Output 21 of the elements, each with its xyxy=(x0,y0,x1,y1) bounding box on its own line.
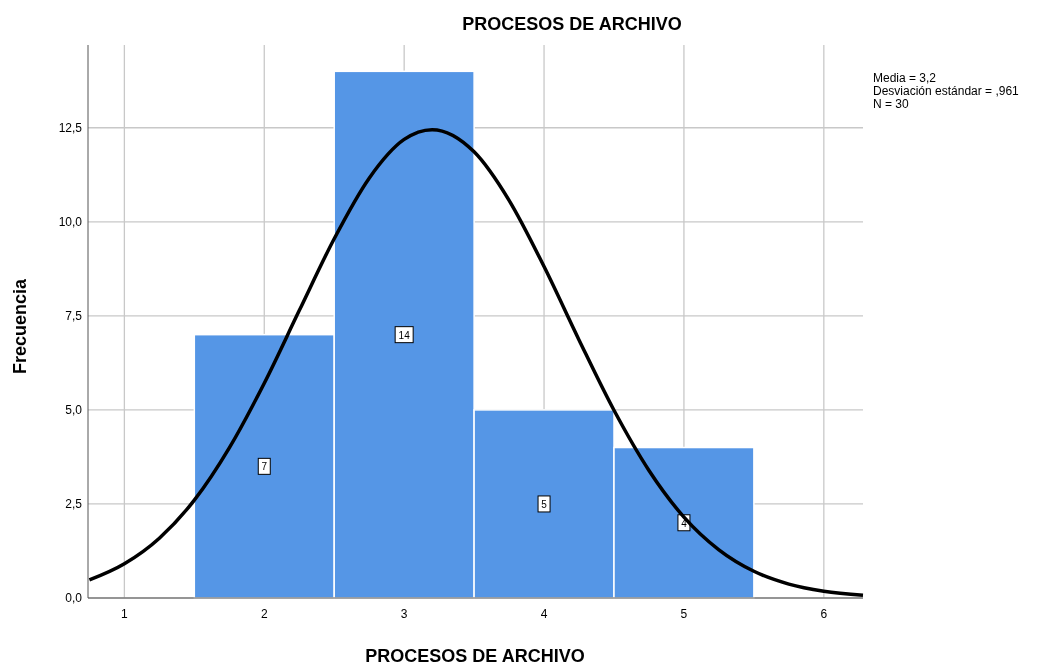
text: Desviación estándar = ,961 xyxy=(873,84,1020,98)
y-tick-label: 0,0 xyxy=(65,591,83,605)
x-axis-title: PROCESOS DE ARCHIVO xyxy=(365,646,585,666)
text: N = 30 xyxy=(873,97,910,111)
x-tick-label: 2 xyxy=(260,607,268,621)
data-label: 7 xyxy=(261,461,268,473)
data-label: 5 xyxy=(541,498,548,510)
x-tick-label: 3 xyxy=(400,607,408,621)
x-tick-label: 6 xyxy=(820,607,828,621)
y-tick-label: 2,5 xyxy=(65,496,83,511)
x-tick-label: 1 xyxy=(121,607,129,621)
text: Media = 3,2 xyxy=(873,71,937,85)
y-tick-label: 12,5 xyxy=(58,120,83,135)
data-label: 14 xyxy=(398,329,411,341)
y-axis-title: Frecuencia xyxy=(10,277,30,375)
x-tick-label: 4 xyxy=(540,607,548,621)
y-tick-label: 7,5 xyxy=(65,308,83,323)
y-tick-label: 5,0 xyxy=(65,402,83,417)
y-tick-label: 10,0 xyxy=(58,214,83,229)
chart-title: PROCESOS DE ARCHIVO xyxy=(462,14,682,34)
x-tick-label: 5 xyxy=(680,607,688,621)
